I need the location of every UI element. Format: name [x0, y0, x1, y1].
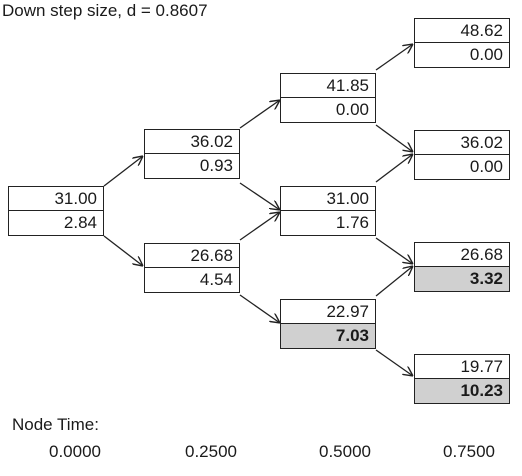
node-t3-2: 26.68 3.32	[414, 242, 510, 292]
node-t3-0: 48.62 0.00	[414, 18, 510, 68]
edge-n00-n10	[103, 156, 143, 187]
node-t3-1-price: 36.02	[415, 131, 509, 155]
edge-n11-n21	[239, 212, 280, 241]
node-t2-0: 41.85 0.00	[280, 73, 376, 123]
edge-n21-n31	[375, 154, 413, 183]
down-step-size-label: Down step size, d = 0.8607	[2, 1, 208, 20]
edge-n11-n22	[239, 294, 280, 323]
edge-n22-n32	[375, 266, 413, 297]
node-t3-0-price: 48.62	[415, 19, 509, 43]
node-t1-0-price: 36.02	[145, 130, 239, 154]
node-t2-1-price: 31.00	[281, 187, 375, 211]
node-t2-1-value: 1.76	[335, 213, 369, 232]
node-time-1: 0.2500	[185, 442, 237, 461]
node-t3-3: 19.77 10.23	[414, 354, 510, 404]
node-t3-2-price: 26.68	[415, 243, 509, 267]
edge-n20-n30	[375, 44, 413, 71]
edge-n22-n33	[375, 349, 413, 376]
node-t1-0-value: 0.93	[199, 156, 233, 175]
edge-n21-n32	[375, 237, 413, 264]
edge-n00-n11	[103, 235, 143, 266]
node-t2-0-price: 41.85	[281, 74, 375, 98]
node-t0-0-value: 2.84	[63, 213, 97, 232]
node-t2-2: 22.97 7.03	[280, 299, 376, 349]
node-t3-2-value: 3.32	[415, 267, 509, 291]
node-t1-1-value: 4.54	[199, 270, 233, 289]
node-t0-0: 31.00 2.84	[8, 186, 104, 236]
node-t3-0-value: 0.00	[469, 45, 503, 64]
node-t3-1-value: 0.00	[469, 157, 503, 176]
node-time-0: 0.0000	[49, 442, 101, 461]
edge-n10-n20	[239, 100, 280, 129]
node-time-2: 0.5000	[319, 442, 371, 461]
node-time-title: Node Time:	[12, 415, 99, 434]
node-t3-3-value: 10.23	[415, 379, 509, 403]
node-t2-0-value: 0.00	[335, 100, 369, 119]
edge-n20-n31	[375, 124, 413, 152]
node-t1-1-price: 26.68	[145, 244, 239, 268]
node-t3-3-price: 19.77	[415, 355, 509, 379]
node-time-3: 0.7500	[443, 442, 495, 461]
node-t2-2-price: 22.97	[281, 300, 375, 324]
node-t1-1: 26.68 4.54	[144, 243, 240, 293]
node-t2-2-value: 7.03	[281, 324, 375, 348]
node-t0-0-price: 31.00	[9, 187, 103, 211]
edge-n10-n21	[239, 182, 280, 210]
node-t3-1: 36.02 0.00	[414, 130, 510, 180]
node-t1-0: 36.02 0.93	[144, 129, 240, 179]
node-t2-1: 31.00 1.76	[280, 186, 376, 236]
